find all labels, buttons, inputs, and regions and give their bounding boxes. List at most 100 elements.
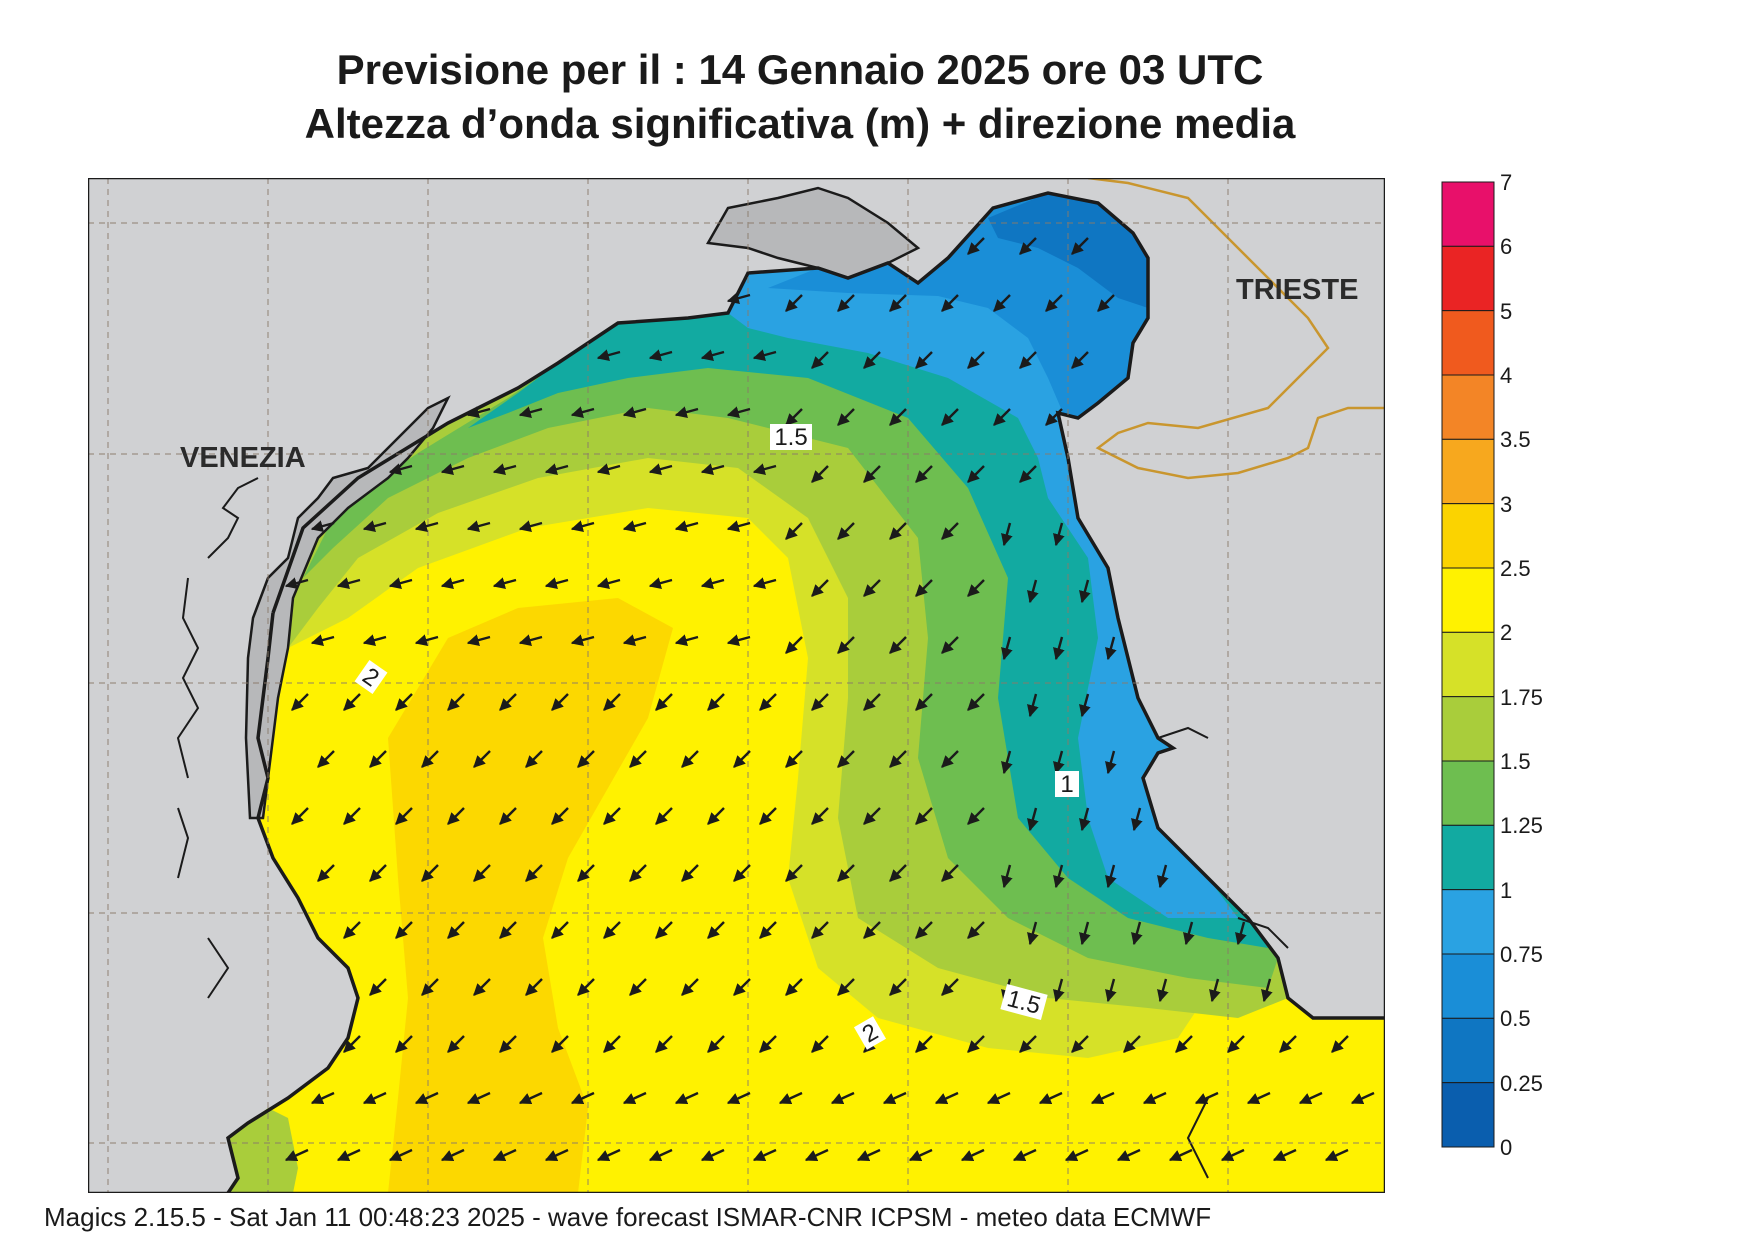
direction-arrow: [674, 520, 699, 532]
direction-arrow: [310, 1091, 335, 1105]
direction-arrow: [369, 750, 387, 768]
wave-contour-deepblue: [988, 193, 1148, 308]
wave-direction-arrows: [284, 237, 1375, 1162]
direction-arrow: [284, 1148, 309, 1162]
colorbar-tick-label: 2: [1500, 620, 1513, 646]
direction-arrow: [518, 634, 543, 646]
direction-arrow: [570, 406, 595, 418]
direction-arrow: [466, 1091, 491, 1105]
colorbar-tick-label: 1.5: [1500, 749, 1531, 774]
direction-arrow: [492, 577, 517, 589]
direction-arrow: [577, 750, 595, 768]
direction-arrow: [1090, 1091, 1115, 1105]
direction-arrow: [551, 693, 569, 711]
city-label-venezia: VENEZIA: [180, 442, 306, 474]
direction-arrow: [1053, 864, 1065, 889]
map-frame: [88, 178, 1385, 1193]
colorbar-segment: [1441, 1082, 1495, 1148]
direction-arrow: [1012, 1148, 1037, 1162]
direction-arrow: [1131, 921, 1143, 946]
direction-arrow: [648, 577, 673, 589]
colorbar-tick-label: 5: [1500, 298, 1513, 324]
direction-arrow: [310, 634, 335, 646]
direction-arrow: [466, 520, 491, 532]
direction-arrow: [1350, 1091, 1375, 1105]
direction-arrow: [726, 406, 751, 418]
direction-arrow: [525, 978, 543, 996]
direction-arrow: [681, 750, 699, 768]
direction-arrow: [1079, 693, 1091, 718]
direction-arrow: [492, 1148, 517, 1162]
direction-arrow: [674, 1091, 699, 1105]
direction-arrow: [1071, 237, 1089, 255]
direction-arrow: [785, 294, 803, 312]
colorbar-tick-label: 1.75: [1500, 684, 1543, 710]
direction-arrow: [1027, 579, 1039, 604]
direction-arrow: [785, 978, 803, 996]
colorbar-tick-label: 0.5: [1500, 1006, 1531, 1032]
direction-arrow: [336, 1148, 361, 1162]
direction-arrow: [1175, 1035, 1193, 1053]
colorbar-tick-label: 1.25: [1500, 813, 1543, 839]
colorbar-tick-label: 3: [1500, 491, 1513, 517]
direction-arrow: [1324, 1148, 1349, 1162]
colorbar-segment: [1441, 310, 1495, 376]
direction-arrow: [1071, 1035, 1089, 1053]
direction-arrow: [882, 1091, 907, 1105]
direction-arrow: [629, 750, 647, 768]
direction-arrow: [369, 978, 387, 996]
colorbar-segment: [1441, 1017, 1495, 1084]
direction-arrow: [707, 1035, 725, 1053]
direction-arrow: [1168, 1148, 1193, 1162]
direction-arrow: [1131, 807, 1143, 832]
direction-arrow: [440, 463, 465, 475]
colorbar-segment: [1441, 824, 1495, 891]
direction-arrow: [726, 520, 751, 532]
direction-arrow: [1142, 1091, 1167, 1105]
contour-label-upper-1-5: 1.5: [770, 424, 812, 451]
direction-arrow: [336, 577, 361, 589]
direction-arrow: [440, 577, 465, 589]
coastline-detail: [176, 477, 1289, 1179]
direction-arrow: [414, 1091, 439, 1105]
direction-arrow: [1331, 1035, 1349, 1053]
direction-arrow: [499, 807, 517, 825]
direction-arrow: [388, 577, 413, 589]
direction-arrow: [343, 693, 361, 711]
direction-arrow: [967, 579, 985, 597]
colorbar-segment: [1441, 503, 1495, 569]
direction-arrow: [837, 408, 855, 426]
direction-arrow: [1001, 864, 1013, 889]
direction-arrow: [700, 577, 725, 589]
forecast-title: Previsione per il : 14 Gennaio 2025 ore …: [336, 46, 1264, 93]
direction-arrow: [1053, 750, 1065, 775]
direction-arrow: [603, 1035, 621, 1053]
direction-arrow: [1220, 1148, 1245, 1162]
svg-text:1: 1: [1060, 771, 1073, 798]
svg-text:1.5: 1.5: [774, 424, 807, 451]
direction-arrow: [1097, 294, 1115, 312]
direction-arrow: [577, 978, 595, 996]
direction-arrow: [752, 349, 777, 361]
direction-arrow: [492, 463, 517, 475]
colorbar-segment: [1441, 696, 1495, 762]
direction-arrow: [629, 864, 647, 882]
direction-arrow: [993, 294, 1011, 312]
direction-arrow: [863, 465, 881, 483]
direction-arrow: [915, 465, 933, 483]
direction-arrow: [915, 921, 933, 939]
direction-arrow: [674, 634, 699, 646]
colorbar-tick-label: 4: [1500, 363, 1513, 388]
colorbar-segment: [1441, 181, 1495, 247]
direction-arrow: [1001, 750, 1013, 775]
direction-arrow: [1105, 864, 1117, 889]
direction-arrow: [811, 807, 829, 825]
direction-arrow: [655, 807, 673, 825]
direction-arrow: [596, 1148, 621, 1162]
direction-arrow: [421, 750, 439, 768]
direction-arrow: [388, 1148, 413, 1162]
direction-arrow: [707, 693, 725, 711]
colorbar-segment: [1441, 889, 1495, 955]
direction-arrow: [466, 634, 491, 646]
direction-arrow: [1157, 864, 1169, 889]
